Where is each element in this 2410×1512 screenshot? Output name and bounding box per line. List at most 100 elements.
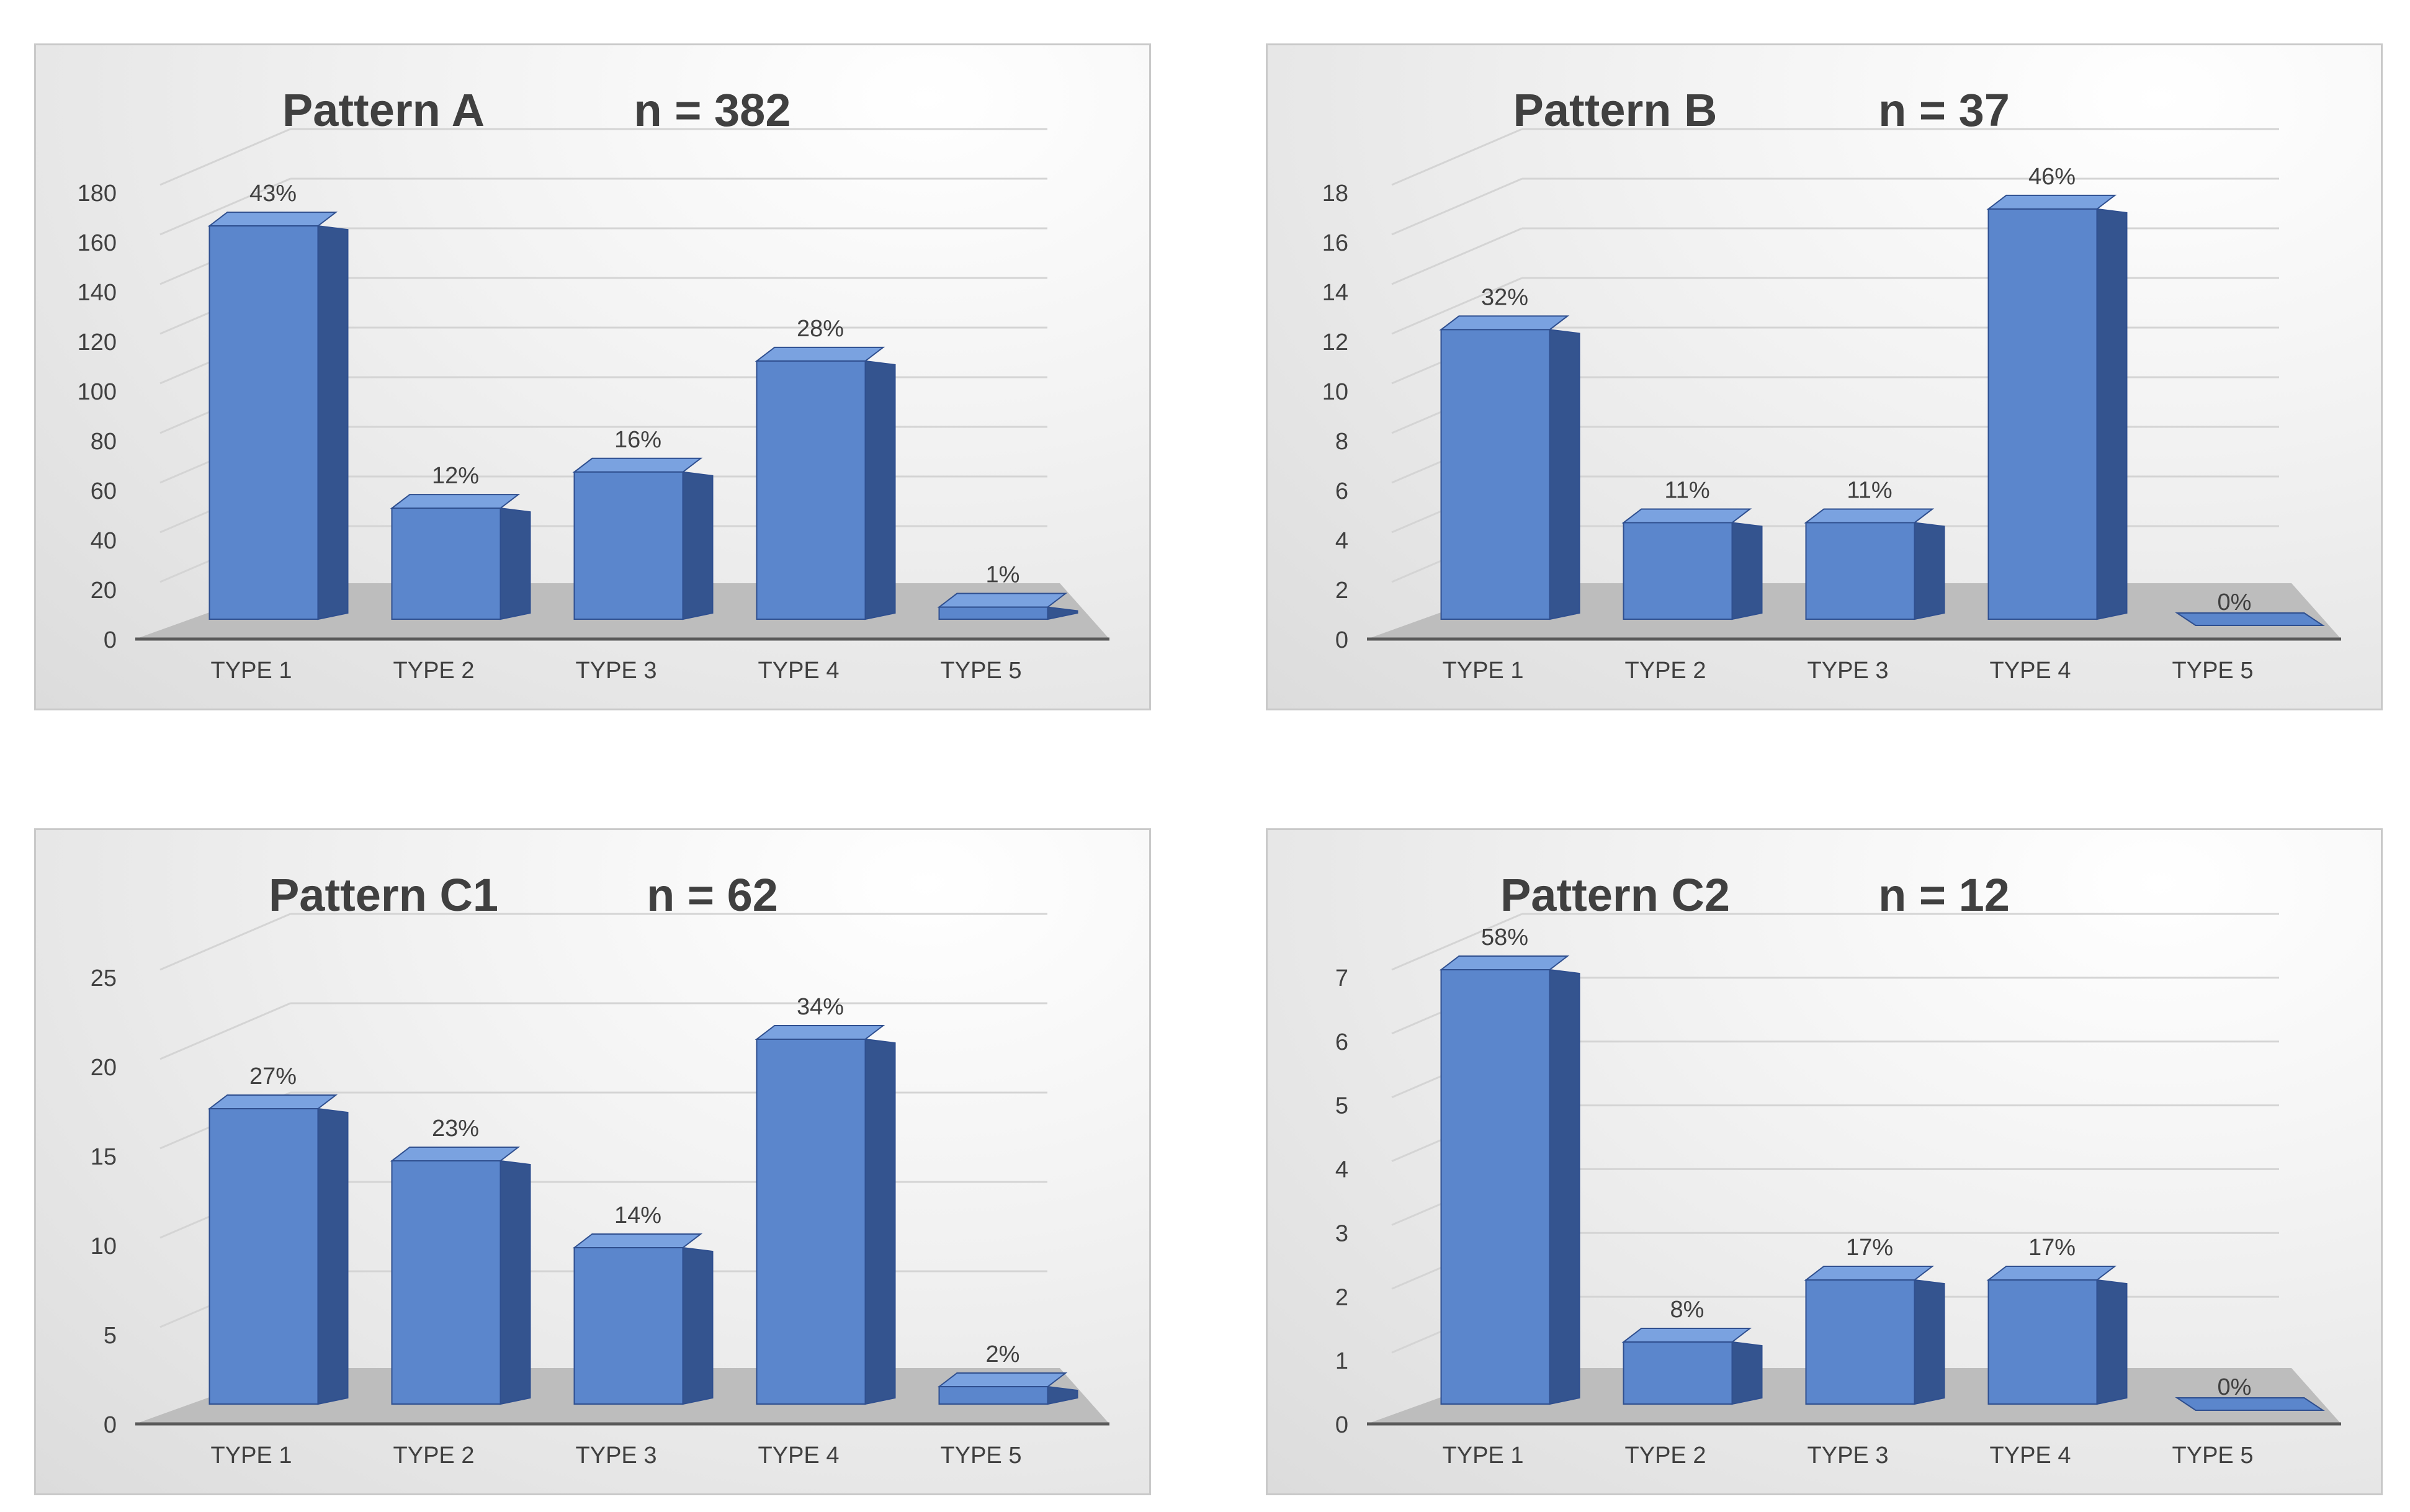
bar-percent-label: 32% xyxy=(1481,284,1528,310)
bar-top xyxy=(572,1233,703,1248)
gridline-wall xyxy=(159,128,291,186)
bar-side xyxy=(499,507,531,620)
bar-top xyxy=(755,346,885,362)
gridline-wall xyxy=(159,177,291,236)
y-tick-label: 160 xyxy=(78,230,117,256)
bar-side xyxy=(1914,1279,1945,1405)
chart-svg: Pattern C1 n = 62 0 5 10 15 20 25 27% TYPE 1 23% TY… xyxy=(91,869,1109,1469)
gridline-wall xyxy=(1391,177,1523,236)
x-category-label: TYPE 2 xyxy=(1625,658,1706,684)
bar xyxy=(573,471,684,620)
bar-top xyxy=(1621,508,1752,524)
y-tick-label: 15 xyxy=(91,1144,117,1170)
bar-percent-label: 0% xyxy=(2218,1374,2252,1400)
bar-side xyxy=(682,1246,714,1405)
bar-top xyxy=(1804,508,1935,524)
bar-percent-label: 11% xyxy=(1664,477,1709,503)
y-tick-label: 0 xyxy=(104,1412,117,1438)
x-category-label: TYPE 4 xyxy=(1990,1443,2071,1469)
bar-side xyxy=(682,471,714,620)
y-tick-label: 14 xyxy=(1322,280,1348,306)
bar-side xyxy=(2096,208,2128,620)
y-tick-label: 12 xyxy=(1322,329,1348,356)
x-category-label: TYPE 4 xyxy=(1990,658,2071,684)
x-category-label: TYPE 5 xyxy=(941,658,1022,684)
bar-top xyxy=(755,1025,885,1040)
x-category-label: TYPE 2 xyxy=(1625,1443,1706,1469)
y-tick-label: 2 xyxy=(1335,578,1348,604)
x-category-label: TYPE 2 xyxy=(393,1443,475,1469)
y-tick-label: 6 xyxy=(1335,1029,1348,1055)
y-tick-label: 4 xyxy=(1335,1157,1348,1183)
chart-title: Pattern A xyxy=(282,84,485,136)
bar-percent-label: 43% xyxy=(249,181,297,207)
y-tick-label: 180 xyxy=(78,181,117,207)
chart-n-label: n = 37 xyxy=(1878,84,2010,136)
x-category-label: TYPE 1 xyxy=(211,658,292,684)
bar-top xyxy=(390,1147,521,1161)
y-tick-label: 140 xyxy=(78,280,117,306)
x-category-label: TYPE 2 xyxy=(393,658,475,684)
y-tick-label: 20 xyxy=(91,1055,117,1081)
bar-top xyxy=(937,1372,1068,1387)
bar xyxy=(756,1039,866,1405)
bar xyxy=(573,1247,684,1405)
y-tick-label: 40 xyxy=(91,528,117,554)
bar-top xyxy=(572,457,703,473)
y-tick-label: 10 xyxy=(1322,379,1348,405)
bar-percent-label: 11% xyxy=(1847,477,1892,503)
bar-top xyxy=(207,212,338,227)
chart-svg: Pattern C2 n = 12 0 1 2 3 4 5 6 7 58% TYPE 1 8% TYPE … xyxy=(1335,869,2341,1469)
bar xyxy=(1987,1279,2098,1405)
bar xyxy=(2175,1397,2325,1411)
bar xyxy=(1623,522,1733,620)
y-tick-label: 16 xyxy=(1322,230,1348,256)
y-tick-label: 5 xyxy=(104,1323,117,1349)
bar xyxy=(1440,329,1551,620)
chart-title: Pattern C2 xyxy=(1500,869,1730,921)
bar-top xyxy=(1986,194,2117,210)
chart-title: Pattern B xyxy=(1513,84,1718,136)
x-category-label: TYPE 4 xyxy=(758,1443,840,1469)
chart-svg: Pattern A n = 382 0 20 40 60 80 100 120 140 160 180… xyxy=(78,84,1109,684)
y-tick-label: 5 xyxy=(1335,1093,1348,1119)
x-category-label: TYPE 3 xyxy=(1808,658,1889,684)
bar-top xyxy=(1804,1266,1935,1281)
y-tick-label: 20 xyxy=(91,578,117,604)
x-category-label: TYPE 3 xyxy=(576,658,657,684)
bar xyxy=(1440,969,1551,1405)
bar xyxy=(1623,1341,1733,1405)
x-category-label: TYPE 1 xyxy=(1443,1443,1524,1469)
x-category-label: TYPE 3 xyxy=(1808,1443,1889,1469)
bar-side xyxy=(1731,522,1763,620)
y-tick-label: 0 xyxy=(1335,1412,1348,1438)
y-tick-label: 8 xyxy=(1335,429,1348,455)
y-tick-label: 18 xyxy=(1322,181,1348,207)
bar xyxy=(391,1160,501,1405)
bar-side xyxy=(317,225,349,620)
bar xyxy=(1987,208,2098,620)
x-category-label: TYPE 5 xyxy=(2172,1443,2254,1469)
bar-percent-label: 28% xyxy=(797,316,844,342)
bar-percent-label: 16% xyxy=(614,427,661,453)
chart-n-label: n = 382 xyxy=(634,84,791,136)
chart-n-label: n = 12 xyxy=(1878,869,2010,921)
bar-percent-label: 17% xyxy=(1846,1235,1893,1261)
y-tick-label: 10 xyxy=(91,1233,117,1259)
gridline-wall xyxy=(159,913,291,971)
y-tick-label: 0 xyxy=(1335,627,1348,653)
bar-side xyxy=(2096,1279,2128,1405)
bar xyxy=(208,1108,319,1405)
bar xyxy=(938,606,1049,620)
gridline-wall xyxy=(159,1002,291,1060)
bar-percent-label: 17% xyxy=(2028,1235,2076,1261)
gridline-wall xyxy=(1391,277,1523,335)
chart-title: Pattern C1 xyxy=(269,869,498,921)
bar-side xyxy=(1549,968,1580,1405)
x-category-label: TYPE 3 xyxy=(576,1443,657,1469)
bar-side xyxy=(1731,1341,1763,1405)
bar xyxy=(938,1386,1049,1405)
x-category-label: TYPE 1 xyxy=(211,1443,292,1469)
bar xyxy=(208,225,319,620)
y-tick-label: 1 xyxy=(1335,1348,1348,1374)
